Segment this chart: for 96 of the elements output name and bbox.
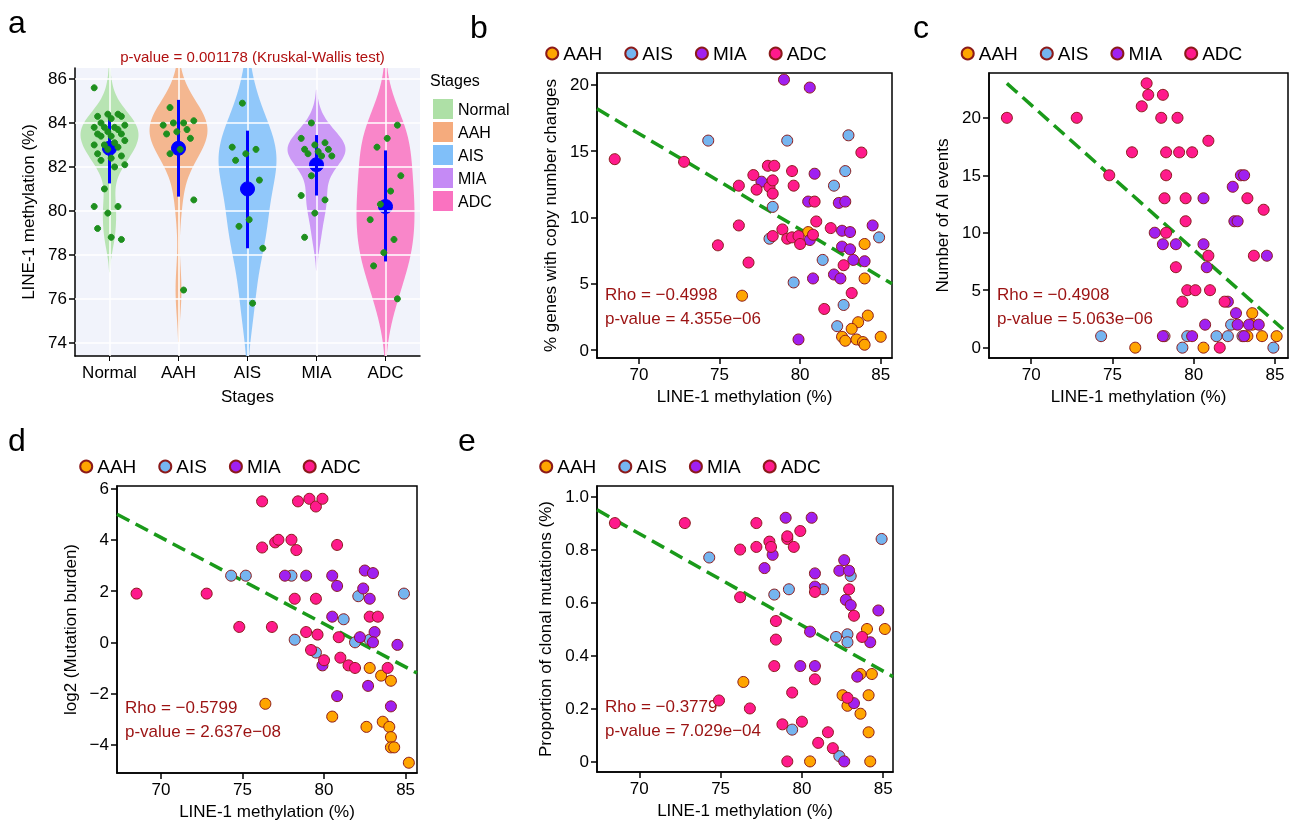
x-tick-label: 80 (1184, 365, 1204, 384)
y-tick-label: 0.8 (565, 540, 589, 560)
x-tick-label: 70 (629, 365, 649, 384)
y-tick-label: −2 (89, 684, 109, 704)
y-tick-label: 82 (48, 157, 67, 177)
x-tick-label: 85 (1265, 365, 1285, 384)
y-tick-label: 5 (579, 274, 589, 294)
legend-label: MIA (458, 169, 487, 187)
text: a (8, 4, 26, 40)
x-tick-label: MIA (301, 363, 333, 382)
legend-label: AIS (642, 43, 673, 64)
y-tick-label: 5 (971, 280, 981, 300)
legend-label: AAH (97, 456, 137, 477)
annotation: p-value = 2.637e−08 (125, 722, 281, 741)
x-axis-title: LINE-1 methylation (%) (657, 801, 833, 820)
legend-label: MIA (246, 456, 281, 477)
x-tick-label: 75 (710, 365, 729, 384)
y-tick-label: 2 (99, 581, 109, 601)
y-tick-label: 0.2 (565, 698, 589, 718)
legend-label: AIS (176, 456, 207, 477)
y-tick-label: 20 (962, 108, 981, 128)
x-tick-label: ADC (367, 363, 404, 382)
x-tick-label: 80 (792, 779, 812, 798)
y-axis-title: Number of AI events (933, 138, 952, 293)
legend-label: MIA (712, 43, 747, 64)
text: b (470, 9, 488, 45)
legend-label: MIA (1128, 43, 1163, 64)
y-tick-label: 1.0 (565, 487, 589, 507)
y-tick-label: 0 (579, 340, 589, 360)
legend-label: ADC (458, 192, 492, 210)
legend-label: AIS (1057, 43, 1089, 64)
x-tick-label: 75 (1103, 365, 1122, 384)
x-tick-label: 85 (871, 365, 891, 384)
legend-label: AAH (458, 123, 491, 141)
x-axis-title: Stages (430, 71, 480, 89)
legend-label: ADC (1202, 43, 1243, 64)
chart-title: p-value = 0.001178 (Kruskal-Wallis test) (120, 48, 385, 65)
y-tick-label: 15 (570, 141, 589, 161)
text: c (913, 9, 929, 45)
x-tick-label: 80 (790, 365, 810, 384)
legend-label: AAH (978, 43, 1018, 64)
x-tick-label: AIS (233, 363, 262, 382)
y-tick-label: 6 (99, 479, 109, 499)
annotation: p-value = 5.063e−06 (997, 309, 1153, 328)
x-tick-label: 70 (629, 779, 649, 798)
x-tick-label: 85 (396, 780, 416, 799)
x-axis-title: LINE-1 methylation (%) (179, 802, 355, 821)
x-tick-label: AAH (161, 363, 196, 382)
legend-label: MIA (706, 456, 741, 477)
y-tick-label: 0 (99, 632, 109, 652)
legend-label: AAH (557, 456, 597, 477)
text: d (8, 422, 26, 458)
annotation: Rho = −0.4998 (605, 285, 718, 304)
y-tick-label: 84 (48, 113, 67, 133)
legend-label: ADC (780, 456, 821, 477)
y-tick-label: 0.4 (565, 645, 589, 665)
x-tick-label: 70 (1021, 365, 1041, 384)
y-tick-label: 20 (570, 75, 589, 95)
y-tick-label: 10 (962, 223, 981, 243)
x-tick-label: 85 (873, 779, 893, 798)
x-axis-title: LINE-1 methylation (%) (1050, 387, 1227, 406)
text: e (458, 422, 476, 458)
y-axis-title: Proportion of clonal mutations (%) (536, 500, 556, 758)
legend-label: Normal (458, 100, 510, 118)
annotation: p-value = 7.029e−04 (605, 721, 761, 740)
y-axis-title: LINE-1 methylation (%) (19, 124, 38, 300)
legend-label: ADC (320, 456, 361, 477)
y-tick-label: 80 (48, 201, 67, 221)
annotation: Rho = −0.3779 (605, 697, 718, 716)
legend-label: AIS (458, 146, 484, 164)
legend-label: AAH (563, 43, 603, 64)
annotation: Rho = −0.4908 (997, 285, 1110, 304)
y-tick-label: 0 (971, 338, 981, 358)
y-tick-label: 74 (48, 333, 67, 353)
annotation: p-value = 4.355e−06 (605, 309, 761, 328)
legend-title: Stages (221, 387, 274, 406)
x-tick-label: 75 (233, 780, 252, 799)
x-tick-label: 80 (314, 780, 334, 799)
y-axis-title: % genes with copy number changes (541, 78, 560, 353)
y-tick-label: 78 (48, 245, 67, 265)
y-tick-label: 4 (99, 530, 109, 550)
x-tick-label: 70 (151, 780, 171, 799)
y-tick-label: 15 (962, 165, 981, 185)
x-tick-label: Normal (82, 363, 137, 382)
legend-label: ADC (786, 43, 827, 64)
x-axis-title: LINE-1 methylation (%) (656, 387, 833, 406)
y-tick-label: 0 (579, 751, 589, 771)
y-tick-label: 86 (48, 69, 67, 89)
x-tick-label: 75 (711, 779, 731, 798)
y-axis-title: log2 (Mutation burden) (60, 543, 80, 716)
annotation: Rho = −0.5799 (125, 698, 238, 717)
y-tick-label: 0.6 (565, 593, 589, 613)
y-tick-label: −4 (89, 735, 109, 755)
y-tick-label: 76 (48, 289, 67, 309)
y-tick-label: 10 (570, 207, 589, 227)
legend-label: AIS (636, 456, 667, 477)
